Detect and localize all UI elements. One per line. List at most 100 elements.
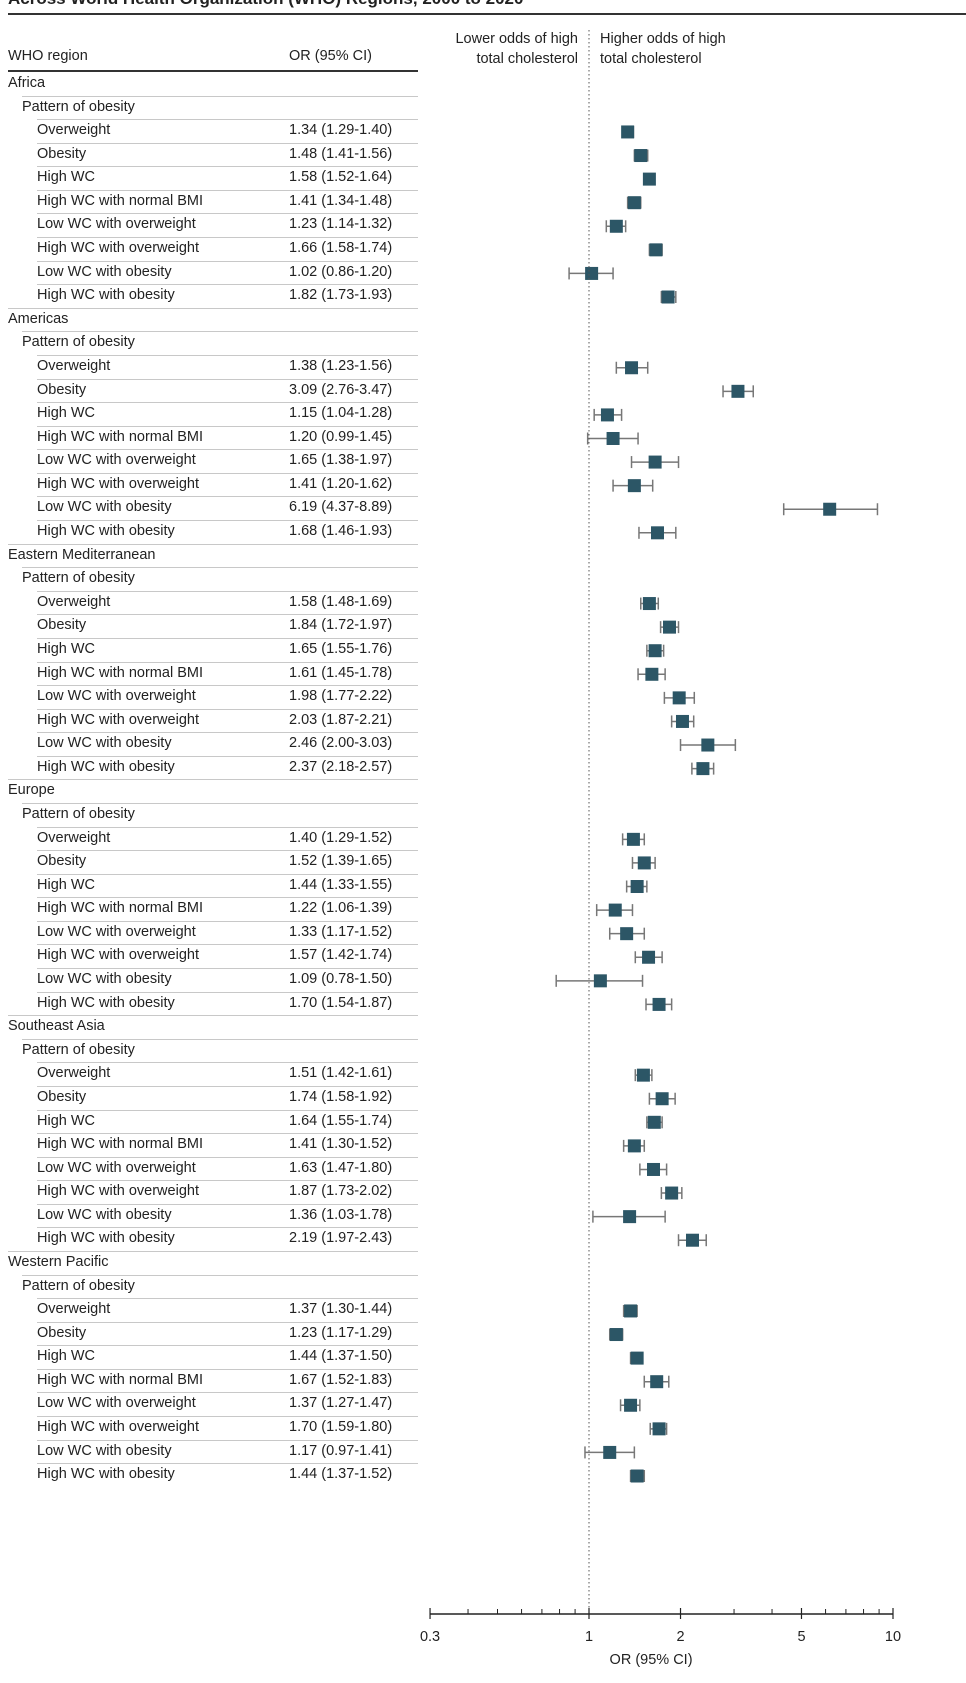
- data-row: Low WC with overweight 1.23 (1.14-1.32): [0, 213, 420, 237]
- data-row: High WC with normal BMI 1.22 (1.06-1.39): [0, 897, 420, 921]
- row-label: High WC with obesity: [37, 758, 175, 775]
- row-label: High WC with overweight: [37, 947, 199, 964]
- or-marker: [593, 974, 607, 988]
- or-marker: [647, 1162, 661, 1176]
- data-row: High WC with normal BMI 1.41 (1.34-1.48): [0, 189, 420, 214]
- or-marker: [642, 950, 656, 964]
- row-separator: [37, 1368, 418, 1370]
- row-separator: [37, 850, 418, 852]
- region-row: Europe: [0, 779, 420, 803]
- row-label: Low WC with overweight: [37, 1159, 196, 1176]
- or-marker: [652, 997, 666, 1011]
- or-marker: [600, 408, 614, 422]
- or-value: 1.38 (1.23-1.56): [289, 357, 393, 374]
- data-row: Low WC with overweight 1.37 (1.27-1.47): [0, 1392, 420, 1416]
- row-separator: [37, 189, 418, 191]
- or-marker: [650, 1375, 664, 1389]
- data-row: Low WC with overweight 1.33 (1.17-1.52): [0, 920, 420, 945]
- or-marker: [731, 384, 745, 398]
- data-row: High WC with normal BMI 1.61 (1.45-1.78): [0, 661, 420, 686]
- row-label: Low WC with obesity: [37, 971, 172, 988]
- or-marker: [648, 644, 662, 658]
- data-row: High WC with obesity 1.82 (1.73-1.93): [0, 284, 420, 308]
- row-separator: [37, 590, 418, 592]
- or-value: 2.19 (1.97-2.43): [289, 1230, 393, 1247]
- or-value: 1.61 (1.45-1.78): [289, 664, 393, 681]
- row-separator: [37, 213, 418, 215]
- row-separator: [22, 1274, 418, 1276]
- row-label: Pattern of obesity: [22, 1041, 135, 1058]
- or-value: 1.33 (1.17-1.52): [289, 923, 393, 940]
- row-separator: [37, 920, 418, 922]
- row-label: High WC with overweight: [37, 475, 199, 492]
- row-separator: [8, 779, 418, 781]
- row-separator: [22, 331, 418, 333]
- or-value: 1.41 (1.20-1.62): [289, 475, 393, 492]
- row-separator: [37, 449, 418, 451]
- row-separator: [8, 1015, 418, 1017]
- row-separator: [37, 520, 418, 522]
- or-marker: [585, 266, 599, 280]
- or-marker: [648, 455, 662, 469]
- or-value: 1.64 (1.55-1.74): [289, 1112, 393, 1129]
- or-value: 1.52 (1.39-1.65): [289, 853, 393, 870]
- row-label: Overweight: [37, 1065, 111, 1082]
- or-value: 1.44 (1.37-1.52): [289, 1466, 393, 1483]
- data-row: Overweight 1.34 (1.29-1.40): [0, 119, 420, 143]
- row-label: Obesity: [37, 1088, 87, 1105]
- row-label: High WC with normal BMI: [37, 1136, 203, 1153]
- row-label: High WC: [37, 169, 96, 186]
- or-marker: [823, 502, 837, 516]
- data-row: Low WC with obesity 2.46 (2.00-3.03): [0, 732, 420, 756]
- row-separator: [37, 1392, 418, 1394]
- or-marker: [661, 290, 675, 304]
- region-row: Southeast Asia: [0, 1015, 420, 1039]
- or-value: 1.57 (1.42-1.74): [289, 947, 393, 964]
- row-separator: [37, 897, 418, 899]
- row-label: High WC with overweight: [37, 711, 199, 728]
- row-label: Overweight: [37, 122, 111, 139]
- or-marker: [609, 1328, 623, 1342]
- data-row: Overweight 1.38 (1.23-1.56): [0, 354, 420, 379]
- or-value: 2.46 (2.00-3.03): [289, 735, 393, 752]
- row-label: High WC with obesity: [37, 1230, 175, 1247]
- row-label: Pattern of obesity: [22, 1277, 135, 1294]
- or-marker: [623, 1210, 637, 1224]
- group-row: Pattern of obesity: [0, 802, 420, 827]
- row-separator: [37, 1227, 418, 1229]
- row-label: Western Pacific: [8, 1254, 109, 1270]
- or-value: 1.22 (1.06-1.39): [289, 900, 393, 917]
- x-tick-label: 0.3: [420, 1629, 440, 1645]
- or-marker: [655, 1092, 669, 1106]
- or-value: 1.66 (1.58-1.74): [289, 240, 393, 257]
- row-label: High WC with overweight: [37, 240, 199, 257]
- row-label: High WC with normal BMI: [37, 428, 203, 445]
- or-value: 1.44 (1.33-1.55): [289, 876, 393, 893]
- or-value: 3.09 (2.76-3.47): [289, 381, 393, 398]
- row-label: Pattern of obesity: [22, 334, 135, 351]
- data-row: Low WC with obesity 1.36 (1.03-1.78): [0, 1203, 420, 1228]
- row-label: Obesity: [37, 617, 87, 634]
- or-marker: [685, 1233, 699, 1247]
- row-separator: [37, 284, 418, 286]
- or-marker: [608, 903, 622, 917]
- or-value: 1.98 (1.77-2.22): [289, 688, 393, 705]
- higher-odds-line1: Higher odds of high: [600, 31, 726, 47]
- row-label: Low WC with obesity: [37, 735, 172, 752]
- row-label: Low WC with overweight: [37, 923, 196, 940]
- row-separator: [37, 119, 418, 121]
- row-separator: [37, 1133, 418, 1135]
- x-tick-label: 5: [797, 1629, 805, 1645]
- or-value: 1.37 (1.30-1.44): [289, 1301, 393, 1318]
- data-row: High WC with overweight 1.41 (1.20-1.62): [0, 472, 420, 497]
- or-marker: [626, 832, 640, 846]
- title-rule: [8, 13, 966, 15]
- header-rule: [8, 70, 418, 72]
- row-separator: [22, 802, 418, 804]
- or-marker: [603, 1445, 617, 1459]
- row-separator: [37, 614, 418, 616]
- row-separator: [37, 378, 418, 380]
- or-marker: [652, 1422, 666, 1436]
- or-value: 1.58 (1.48-1.69): [289, 593, 393, 610]
